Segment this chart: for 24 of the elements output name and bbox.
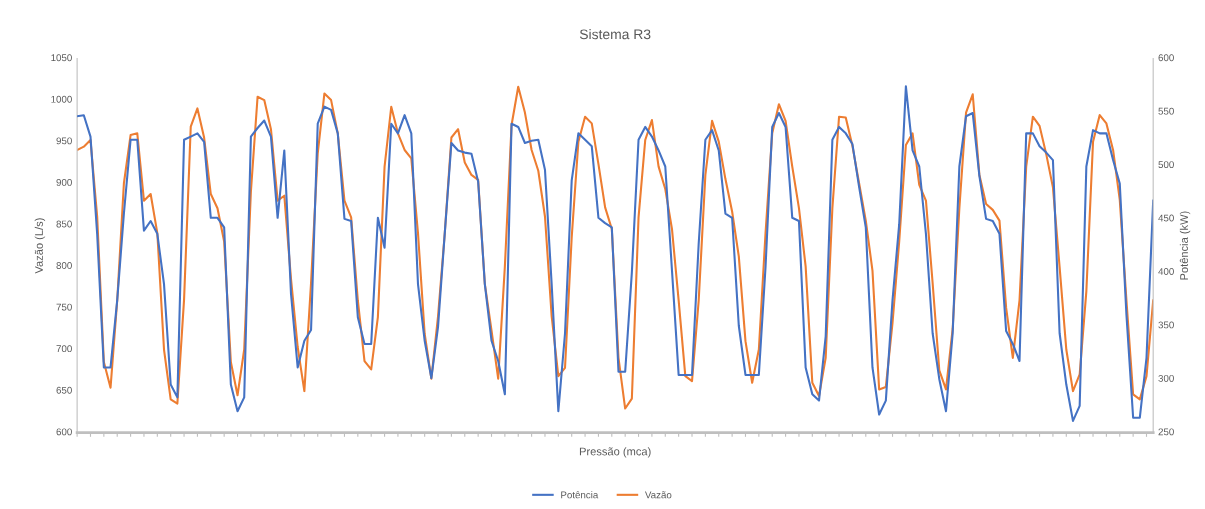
y-tick-label: 900 — [56, 178, 72, 186]
y-tick-label: 700 — [56, 345, 72, 353]
chart-title: Sistema R3 — [579, 29, 651, 40]
x-axis-title: Pressão (mca) — [579, 447, 651, 458]
y-tick-label: 650 — [56, 386, 72, 394]
y2-tick-label: 450 — [1158, 214, 1174, 222]
y-tick-label: 750 — [56, 303, 72, 311]
y-tick-label: 600 — [56, 428, 72, 436]
y-tick-label: 1000 — [51, 95, 72, 103]
legend-label: Vazão — [644, 491, 672, 499]
y2-tick-label: 500 — [1158, 161, 1174, 169]
legend-label: Potência — [561, 491, 599, 499]
y2-tick-label: 350 — [1158, 321, 1174, 329]
y2-tick-label: 300 — [1158, 374, 1174, 382]
y-tick-label: 1050 — [51, 54, 72, 62]
y2-tick-label: 400 — [1158, 268, 1174, 275]
y2-tick-label: 550 — [1158, 107, 1174, 115]
y2-tick-label: 250 — [1158, 428, 1174, 436]
y2-tick-label: 600 — [1158, 54, 1174, 62]
y2-axis-title: Potência (kW) — [1179, 211, 1191, 280]
y-axis-title: Vazão (L/s) — [34, 218, 46, 274]
y-tick-label: 800 — [56, 262, 72, 269]
y-tick-label: 850 — [56, 220, 72, 228]
y-tick-label: 950 — [56, 137, 72, 145]
